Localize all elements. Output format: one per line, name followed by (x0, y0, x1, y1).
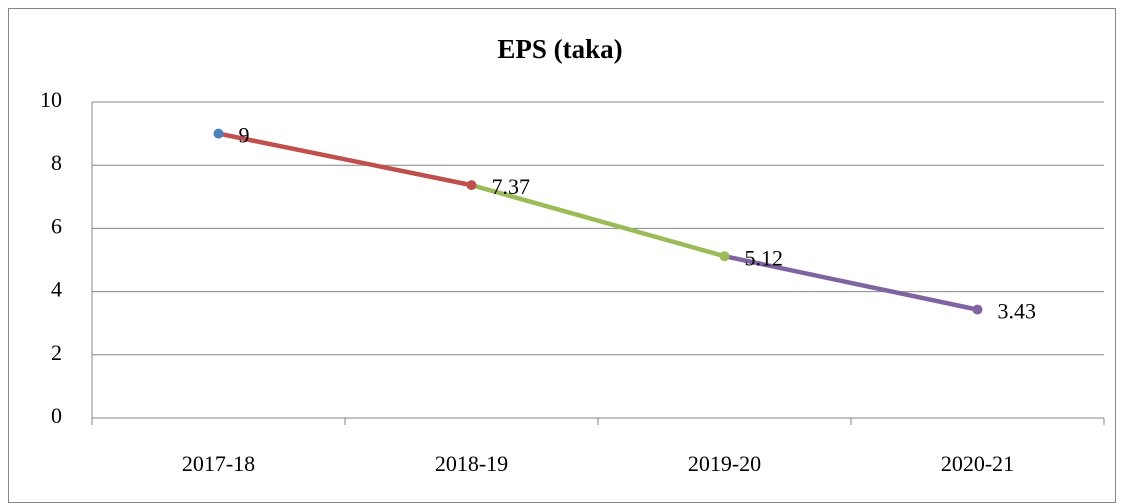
y-tick-label: 8 (51, 150, 62, 175)
y-tick-label: 4 (51, 277, 62, 302)
data-label: 3.43 (998, 299, 1037, 324)
y-tick-label: 2 (51, 340, 62, 365)
x-tick-label: 2018-19 (435, 451, 508, 476)
point (213, 128, 224, 139)
point (972, 304, 983, 315)
chart-title: EPS (taka) (497, 34, 622, 64)
data-label: 5.12 (745, 245, 784, 270)
y-tick-label: 0 (51, 403, 62, 428)
point (466, 180, 477, 191)
data-label: 9 (239, 123, 250, 148)
line-segment (218, 131, 472, 188)
line-segment (724, 254, 978, 312)
x-tick-label: 2019-20 (688, 451, 761, 476)
x-tick-label: 2017-18 (182, 451, 255, 476)
x-tick-label: 2020-21 (941, 451, 1014, 476)
data-label: 7.37 (492, 174, 531, 199)
y-tick-label: 6 (51, 213, 62, 238)
chart-frame (8, 8, 1116, 503)
y-tick-label: 10 (40, 87, 62, 112)
point (719, 251, 730, 262)
line-segment (470, 182, 726, 259)
